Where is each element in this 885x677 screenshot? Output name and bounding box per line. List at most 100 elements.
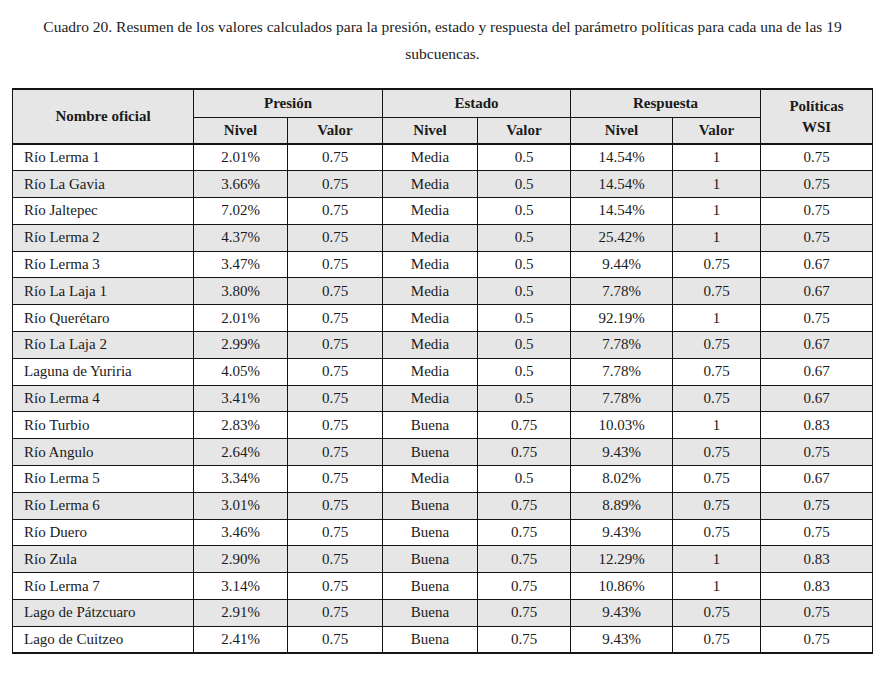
cell-presion-nivel: 3.66% [194,171,288,198]
cell-politicas-wsi: 0.75 [761,600,873,627]
table-row: Lago de Cuitzeo 2.41% 0.75 Buena 0.75 9.… [13,626,873,653]
cell-politicas-wsi: 0.75 [761,626,873,653]
cell-politicas-wsi: 0.67 [761,278,873,305]
cell-estado-nivel: Media [383,251,478,278]
cell-presion-valor: 0.75 [288,278,383,305]
cell-presion-nivel: 2.41% [194,626,288,653]
cell-politicas-wsi: 0.67 [761,332,873,359]
cell-respuesta-nivel: 8.89% [571,492,673,519]
cell-nombre-oficial: Lago de Pátzcuaro [13,600,194,627]
cell-estado-nivel: Media [383,171,478,198]
cell-estado-valor: 0.5 [478,251,571,278]
cell-respuesta-nivel: 10.86% [571,573,673,600]
cell-respuesta-valor: 1 [673,144,761,171]
cell-respuesta-nivel: 10.03% [571,412,673,439]
cell-presion-nivel: 2.83% [194,412,288,439]
cell-respuesta-valor: 1 [673,546,761,573]
cell-estado-nivel: Media [383,332,478,359]
cell-nombre-oficial: Río Lerma 3 [13,251,194,278]
table-header: Nombre oficial Presión Estado Respuesta … [13,89,873,144]
cell-estado-nivel: Buena [383,412,478,439]
cell-estado-valor: 0.75 [478,439,571,466]
cell-nombre-oficial: Río Zula [13,546,194,573]
cell-nombre-oficial: Río Turbio [13,412,194,439]
cell-respuesta-valor: 0.75 [673,278,761,305]
cell-presion-nivel: 7.02% [194,198,288,225]
cell-estado-valor: 0.75 [478,412,571,439]
cell-presion-valor: 0.75 [288,466,383,493]
cell-politicas-wsi: 0.75 [761,224,873,251]
table-row: Río Lerma 5 3.34% 0.75 Media 0.5 8.02% 0… [13,466,873,493]
col-header-respuesta-valor: Valor [673,117,761,144]
cell-estado-valor: 0.5 [478,171,571,198]
cell-estado-nivel: Media [383,385,478,412]
cell-respuesta-valor: 1 [673,171,761,198]
cell-estado-valor: 0.5 [478,358,571,385]
table-row: Río Lerma 1 2.01% 0.75 Media 0.5 14.54% … [13,144,873,171]
cell-presion-valor: 0.75 [288,198,383,225]
cell-politicas-wsi: 0.67 [761,358,873,385]
cell-estado-valor: 0.5 [478,144,571,171]
cell-respuesta-valor: 1 [673,573,761,600]
cell-estado-nivel: Buena [383,626,478,653]
cell-estado-valor: 0.5 [478,332,571,359]
cell-presion-nivel: 2.99% [194,332,288,359]
cell-estado-valor: 0.5 [478,198,571,225]
cell-estado-nivel: Buena [383,573,478,600]
cell-respuesta-nivel: 7.78% [571,358,673,385]
cell-politicas-wsi: 0.75 [761,198,873,225]
cell-nombre-oficial: Río Lerma 6 [13,492,194,519]
cell-presion-valor: 0.75 [288,626,383,653]
cell-presion-valor: 0.75 [288,439,383,466]
col-group-presion: Presión [194,89,383,117]
table-row: Río Lerma 7 3.14% 0.75 Buena 0.75 10.86%… [13,573,873,600]
cell-presion-valor: 0.75 [288,305,383,332]
subcuencas-table: Nombre oficial Presión Estado Respuesta … [12,88,873,654]
cell-estado-valor: 0.75 [478,626,571,653]
cell-presion-nivel: 2.01% [194,144,288,171]
cell-politicas-wsi: 0.75 [761,144,873,171]
col-header-nombre-oficial: Nombre oficial [13,89,194,144]
cell-politicas-wsi: 0.83 [761,412,873,439]
cell-presion-nivel: 4.05% [194,358,288,385]
cell-politicas-wsi: 0.83 [761,546,873,573]
cell-respuesta-valor: 1 [673,224,761,251]
cell-presion-nivel: 3.01% [194,492,288,519]
col-group-respuesta: Respuesta [571,89,761,117]
cell-respuesta-valor: 0.75 [673,519,761,546]
cell-politicas-wsi: 0.67 [761,385,873,412]
table-row: Lago de Pátzcuaro 2.91% 0.75 Buena 0.75 … [13,600,873,627]
col-header-presion-valor: Valor [288,117,383,144]
cell-politicas-wsi: 0.75 [761,519,873,546]
cell-presion-nivel: 2.91% [194,600,288,627]
document-page: Cuadro 20. Resumen de los valores calcul… [0,0,885,677]
cell-respuesta-valor: 0.75 [673,600,761,627]
col-header-presion-nivel: Nivel [194,117,288,144]
cell-respuesta-valor: 0.75 [673,332,761,359]
cell-respuesta-valor: 0.75 [673,385,761,412]
col-group-estado: Estado [383,89,571,117]
table-row: Río Zula 2.90% 0.75 Buena 0.75 12.29% 1 … [13,546,873,573]
table-row: Río La Laja 1 3.80% 0.75 Media 0.5 7.78%… [13,278,873,305]
cell-presion-valor: 0.75 [288,492,383,519]
table-row: Río Lerma 3 3.47% 0.75 Media 0.5 9.44% 0… [13,251,873,278]
table-caption: Cuadro 20. Resumen de los valores calcul… [32,13,854,67]
cell-respuesta-nivel: 7.78% [571,278,673,305]
cell-presion-nivel: 3.46% [194,519,288,546]
cell-estado-valor: 0.5 [478,385,571,412]
cell-nombre-oficial: Río La Laja 1 [13,278,194,305]
table-row: Río Angulo 2.64% 0.75 Buena 0.75 9.43% 0… [13,439,873,466]
cell-nombre-oficial: Río Lerma 7 [13,573,194,600]
cell-estado-nivel: Media [383,224,478,251]
cell-estado-nivel: Buena [383,600,478,627]
header-group-row: Nombre oficial Presión Estado Respuesta … [13,89,873,117]
cell-presion-valor: 0.75 [288,224,383,251]
cell-respuesta-valor: 0.75 [673,626,761,653]
cell-presion-nivel: 3.80% [194,278,288,305]
cell-estado-nivel: Media [383,144,478,171]
col-header-estado-valor: Valor [478,117,571,144]
cell-estado-nivel: Media [383,466,478,493]
cell-estado-valor: 0.75 [478,546,571,573]
cell-respuesta-nivel: 9.43% [571,600,673,627]
cell-estado-nivel: Media [383,305,478,332]
